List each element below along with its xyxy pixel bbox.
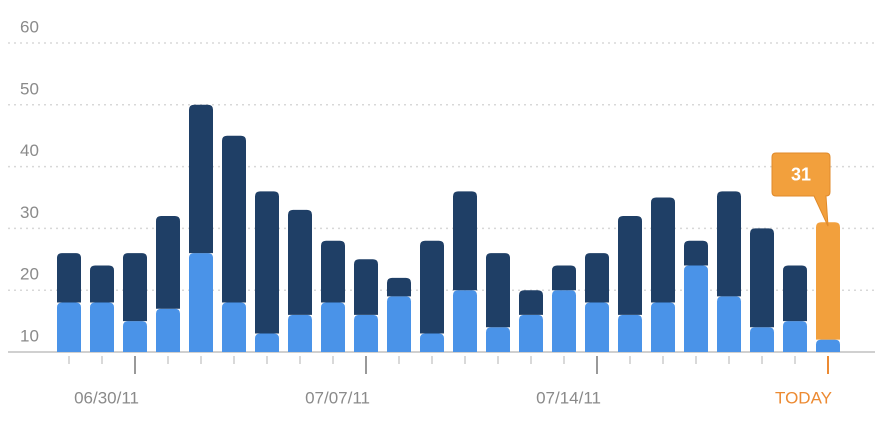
x-tick-label: TODAY bbox=[775, 388, 832, 407]
bar-segment bbox=[354, 259, 378, 315]
bar-segment bbox=[519, 290, 543, 315]
bar-segment bbox=[354, 314, 378, 352]
bar-segment bbox=[189, 253, 213, 352]
callout-label: 31 bbox=[791, 164, 811, 184]
bar-segment bbox=[189, 104, 213, 254]
x-tick-label: 07/07/11 bbox=[305, 388, 370, 407]
bar-segment bbox=[519, 314, 543, 352]
bar-segment bbox=[618, 216, 642, 315]
bar-segment bbox=[288, 209, 312, 315]
bar-segment bbox=[57, 302, 81, 352]
bar-segment bbox=[552, 265, 576, 291]
bar-segment bbox=[585, 253, 609, 303]
bar-segment bbox=[585, 302, 609, 352]
y-tick-label: 50 bbox=[20, 79, 39, 98]
bar-segment bbox=[453, 290, 477, 352]
bar-segment bbox=[453, 191, 477, 291]
bar-segment bbox=[321, 240, 345, 303]
x-tick-label: 07/14/11 bbox=[536, 388, 601, 407]
bar-segment bbox=[816, 339, 840, 352]
bar-segment bbox=[255, 333, 279, 352]
y-tick-label: 10 bbox=[20, 326, 39, 345]
bar-segment bbox=[651, 197, 675, 303]
y-tick-label: 40 bbox=[20, 141, 39, 160]
bar-segment bbox=[387, 296, 411, 352]
bar-segment bbox=[288, 314, 312, 352]
bar-segment bbox=[222, 135, 246, 303]
bar-segment bbox=[684, 240, 708, 266]
bar-segment bbox=[552, 290, 576, 352]
bar-segment bbox=[717, 191, 741, 297]
bar-segment bbox=[387, 277, 411, 297]
bar-segment bbox=[123, 321, 147, 352]
y-tick-label: 30 bbox=[20, 203, 39, 222]
bar-segment bbox=[255, 191, 279, 334]
bar-segment bbox=[123, 253, 147, 322]
bar-segment bbox=[783, 321, 807, 352]
bar-segment bbox=[651, 302, 675, 352]
bar-segment bbox=[783, 265, 807, 322]
bar-segment bbox=[750, 228, 774, 328]
bar-segment bbox=[156, 216, 180, 309]
bar-segment bbox=[90, 302, 114, 352]
bar-segment bbox=[486, 327, 510, 352]
bar-segment bbox=[618, 314, 642, 352]
bar-segment bbox=[57, 253, 81, 303]
bar-segment bbox=[222, 302, 246, 352]
bar-segment bbox=[750, 327, 774, 352]
bar-segment bbox=[420, 240, 444, 334]
bar-segment bbox=[717, 296, 741, 352]
bar-segment bbox=[321, 302, 345, 352]
y-tick-label: 60 bbox=[20, 17, 39, 36]
y-tick-label: 20 bbox=[20, 265, 39, 284]
callout-box bbox=[771, 152, 831, 227]
bar-segment bbox=[684, 265, 708, 352]
bar-segment bbox=[816, 222, 840, 340]
bar-segment bbox=[90, 265, 114, 303]
bar-segment bbox=[486, 253, 510, 328]
bar-segment bbox=[156, 308, 180, 352]
bar-segment bbox=[420, 333, 444, 352]
x-tick-label: 06/30/11 bbox=[74, 388, 139, 407]
